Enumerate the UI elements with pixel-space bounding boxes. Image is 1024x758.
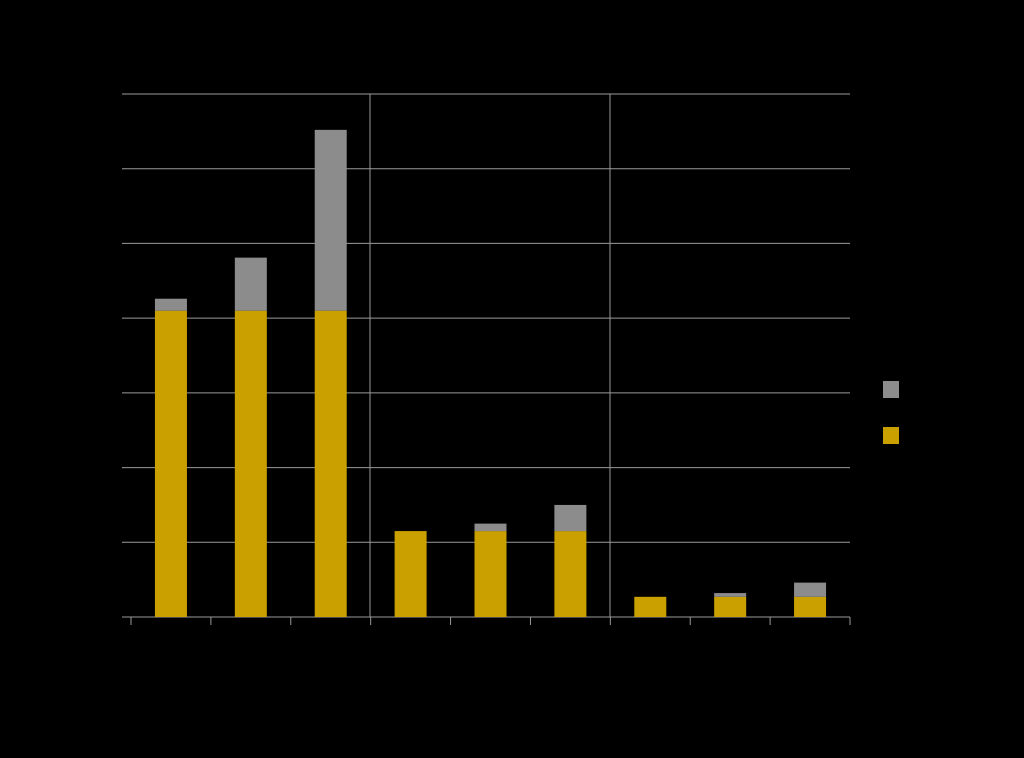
bar-segment: [794, 596, 827, 617]
bar-segment: [554, 504, 587, 532]
bar-segment: [634, 596, 667, 617]
bar-segment: [154, 310, 187, 617]
bar-segment: [154, 298, 187, 311]
bar-segment: [714, 593, 747, 597]
bar-segment: [474, 531, 507, 617]
legend-swatch: [883, 427, 899, 444]
bar-segment: [234, 310, 267, 617]
legend-swatch: [883, 381, 899, 398]
bar-segment: [554, 531, 587, 617]
bar-segment: [794, 582, 827, 597]
bar-segment: [314, 310, 347, 617]
bar-segment: [234, 257, 267, 311]
bar-segment: [714, 596, 747, 617]
bar-segment: [314, 129, 347, 311]
bar-segment: [474, 523, 507, 532]
bar-segment: [394, 531, 427, 617]
